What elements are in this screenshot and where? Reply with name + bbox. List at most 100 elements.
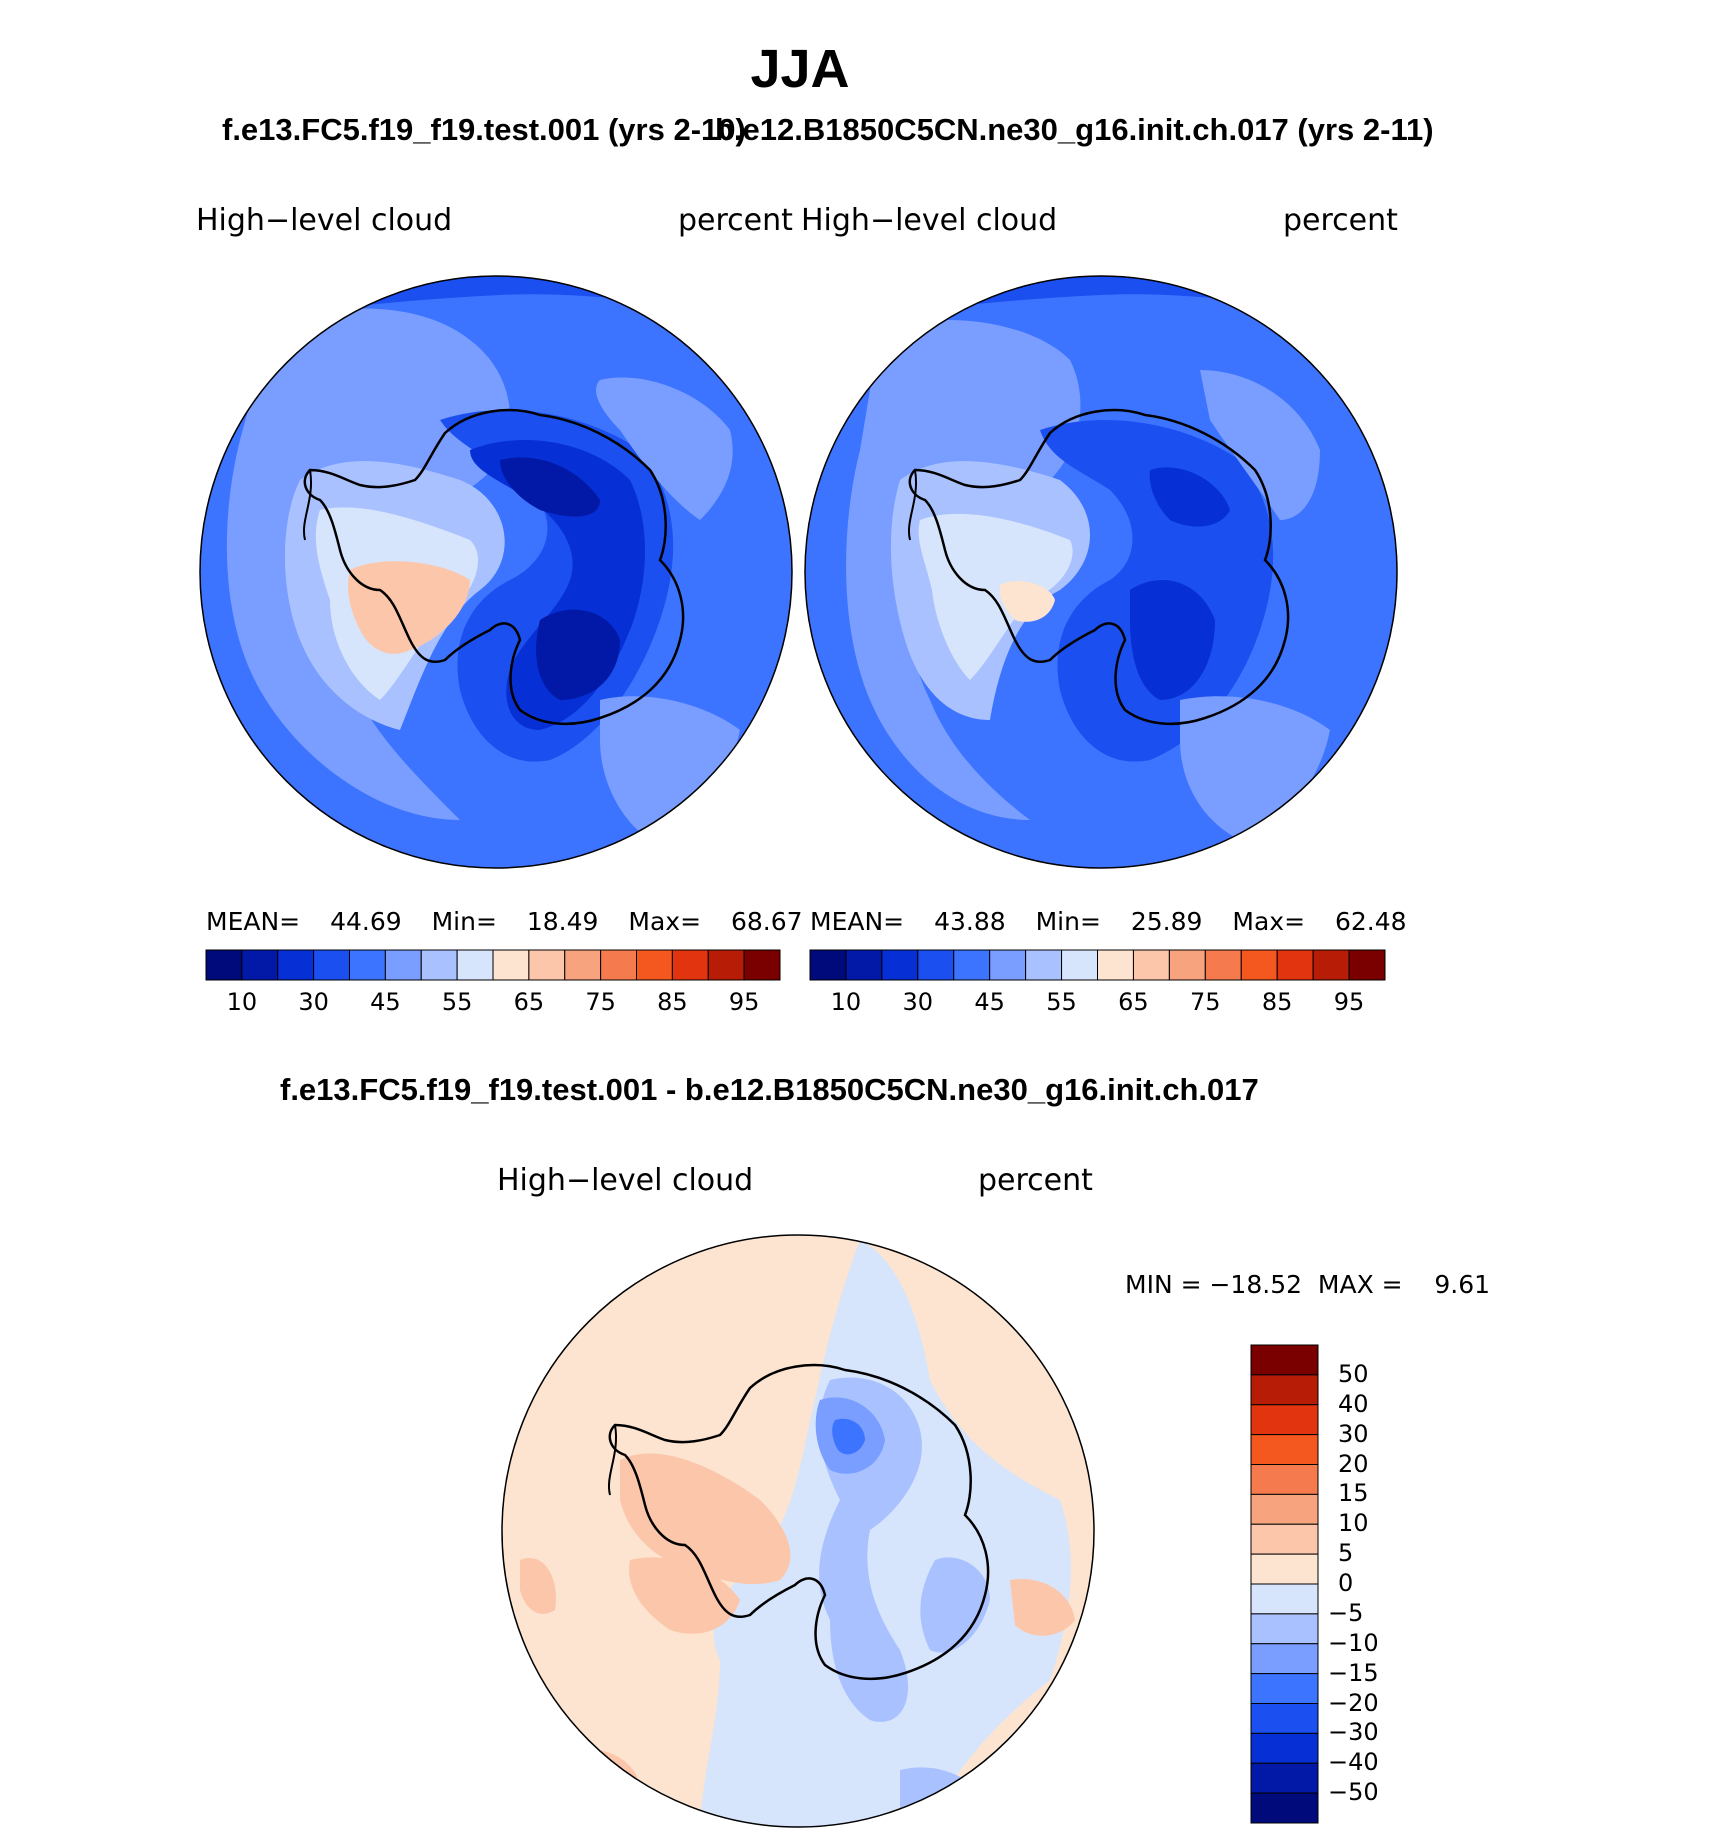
colorbar-swatch — [349, 949, 386, 981]
colorbar-swatch — [564, 949, 602, 981]
colorbar-tick-label: 30 — [1338, 1419, 1369, 1448]
colorbar-swatch — [1250, 1673, 1319, 1704]
colorbar-swatch — [205, 949, 243, 981]
colorbar-swatch — [917, 949, 955, 981]
colorbar-swatch — [989, 949, 1027, 981]
colorbar-swatch — [1250, 1493, 1319, 1525]
map-panel-diff — [501, 1234, 1095, 1828]
colorbar-tick-label: 55 — [1046, 988, 1077, 1016]
panel1-min-label: Min= — [431, 907, 497, 936]
diff-minmax: MIN = −18.52 MAX = 9.61 — [1125, 1270, 1491, 1299]
colorbar-swatch — [1025, 949, 1063, 981]
colorbar-tick-label: −30 — [1328, 1718, 1379, 1747]
antarctica-outline-2 — [908, 408, 1290, 726]
panel1-max-value: 68.67 — [731, 907, 803, 936]
colorbar-tick-label: 45 — [974, 988, 1005, 1016]
panel1-units-label: percent — [678, 203, 793, 238]
panel2-case-title: b.e12.B1850C5CN.ne30_g16.init.ch.017 (yr… — [715, 112, 1434, 147]
colorbar-tick-label: 75 — [585, 988, 616, 1016]
panel2-min-value: 25.89 — [1130, 907, 1203, 936]
colorbar-tick-label: 30 — [902, 988, 934, 1016]
colorbar-panel-1 — [205, 949, 781, 981]
colorbar-swatch — [1250, 1643, 1319, 1675]
colorbar-tick-label: −10 — [1328, 1628, 1379, 1657]
colorbar-swatch — [1250, 1434, 1319, 1465]
colorbar-swatch — [1250, 1464, 1319, 1495]
colorbar-tick-label: 50 — [1338, 1359, 1369, 1388]
colorbar-swatch — [1250, 1374, 1319, 1406]
colorbar-swatch — [1348, 949, 1386, 981]
panel2-min-label: Min= — [1035, 907, 1101, 936]
colorbar-tick-label: 10 — [1338, 1509, 1369, 1538]
panel1-max-label: Max= — [628, 907, 702, 936]
colorbar-diff — [1250, 1344, 1319, 1824]
map-panel-2 — [804, 275, 1398, 869]
colorbar-tick-label: 15 — [1338, 1479, 1369, 1508]
diff-variable-label: High−level cloud — [497, 1163, 754, 1198]
colorbar-swatch — [845, 949, 883, 981]
colorbar-swatch — [1250, 1762, 1319, 1794]
colorbar-swatch — [1061, 949, 1098, 981]
colorbar-swatch — [600, 949, 637, 981]
colorbar-swatch — [1250, 1792, 1319, 1824]
colorbar-tick-label: 55 — [441, 988, 473, 1016]
colorbar-swatch — [1097, 949, 1134, 981]
panel1-variable-label: High−level cloud — [196, 203, 453, 238]
page-title: JJA — [750, 39, 850, 99]
colorbar-tick-label: 10 — [830, 988, 862, 1016]
colorbar-swatch — [1168, 949, 1206, 981]
colorbar-swatch — [313, 949, 350, 981]
panel2-stats: MEAN= 43.88 Min= 25.89 Max= 62.48 — [810, 907, 1407, 936]
panel1-mean-label: MEAN= — [206, 907, 301, 936]
panel1-mean-value: 44.69 — [330, 907, 402, 936]
colorbar-swatch — [420, 949, 458, 981]
colorbar-tick-label: 30 — [298, 988, 329, 1016]
colorbar-swatch — [1250, 1404, 1319, 1436]
panel2-units-label: percent — [1283, 203, 1398, 238]
panel2-variable-label: High−level cloud — [801, 203, 1058, 238]
colorbar-swatch — [1240, 949, 1278, 981]
colorbar-tick-label: −40 — [1328, 1748, 1379, 1777]
panel1-case-title: f.e13.FC5.f19_f19.test.001 (yrs 2-10) — [222, 112, 746, 147]
colorbar-swatch — [671, 949, 709, 981]
panel1-min-value: 18.49 — [526, 907, 599, 936]
colorbar-swatch — [384, 949, 422, 981]
map-panel-1 — [199, 275, 793, 869]
colorbar-swatch — [1250, 1583, 1319, 1615]
colorbar-swatch — [1276, 949, 1314, 981]
panel2-max-label: Max= — [1232, 907, 1306, 936]
colorbar-tick-label: −20 — [1328, 1688, 1379, 1717]
colorbar-swatch — [456, 949, 494, 981]
colorbar-swatch — [809, 949, 847, 981]
colorbar-swatch — [241, 949, 279, 981]
colorbar-tick-label: 95 — [1333, 988, 1365, 1016]
antarctica-outline-3 — [608, 1363, 990, 1681]
colorbar-tick-label: 40 — [1338, 1389, 1369, 1418]
colorbar-tick-label: 10 — [226, 988, 258, 1016]
colorbar-tick-label: 45 — [370, 988, 401, 1016]
colorbar-tick-label: −15 — [1328, 1658, 1379, 1687]
colorbar-swatch — [707, 949, 745, 981]
colorbar-swatch — [953, 949, 991, 981]
colorbar-tick-label: 85 — [657, 988, 688, 1016]
colorbar-tick-label: 0 — [1338, 1569, 1354, 1597]
colorbar-tick-label: 75 — [1190, 988, 1221, 1016]
colorbar-swatch — [1250, 1523, 1319, 1555]
colorbar-swatch — [1250, 1553, 1319, 1585]
colorbar-swatch — [528, 949, 566, 981]
colorbar-swatch — [1250, 1732, 1319, 1764]
colorbar-tick-label: −5 — [1328, 1598, 1364, 1627]
colorbar-swatch — [636, 949, 673, 981]
colorbar-swatch — [881, 949, 919, 981]
colorbar-tick-label: 85 — [1261, 988, 1293, 1016]
colorbar-tick-label: 20 — [1338, 1449, 1369, 1478]
antarctica-outline-1 — [303, 408, 685, 726]
panel1-stats: MEAN= 44.69 Min= 18.49 Max= 68.67 — [206, 907, 803, 936]
diff-title: f.e13.FC5.f19_f19.test.001 - b.e12.B1850… — [280, 1072, 1259, 1107]
colorbar-tick-label: −50 — [1328, 1778, 1379, 1807]
colorbar-swatch — [1250, 1613, 1319, 1645]
colorbar-tick-label: 5 — [1338, 1539, 1354, 1568]
colorbar-swatch — [1204, 949, 1242, 981]
colorbar-tick-label: 95 — [728, 988, 760, 1016]
